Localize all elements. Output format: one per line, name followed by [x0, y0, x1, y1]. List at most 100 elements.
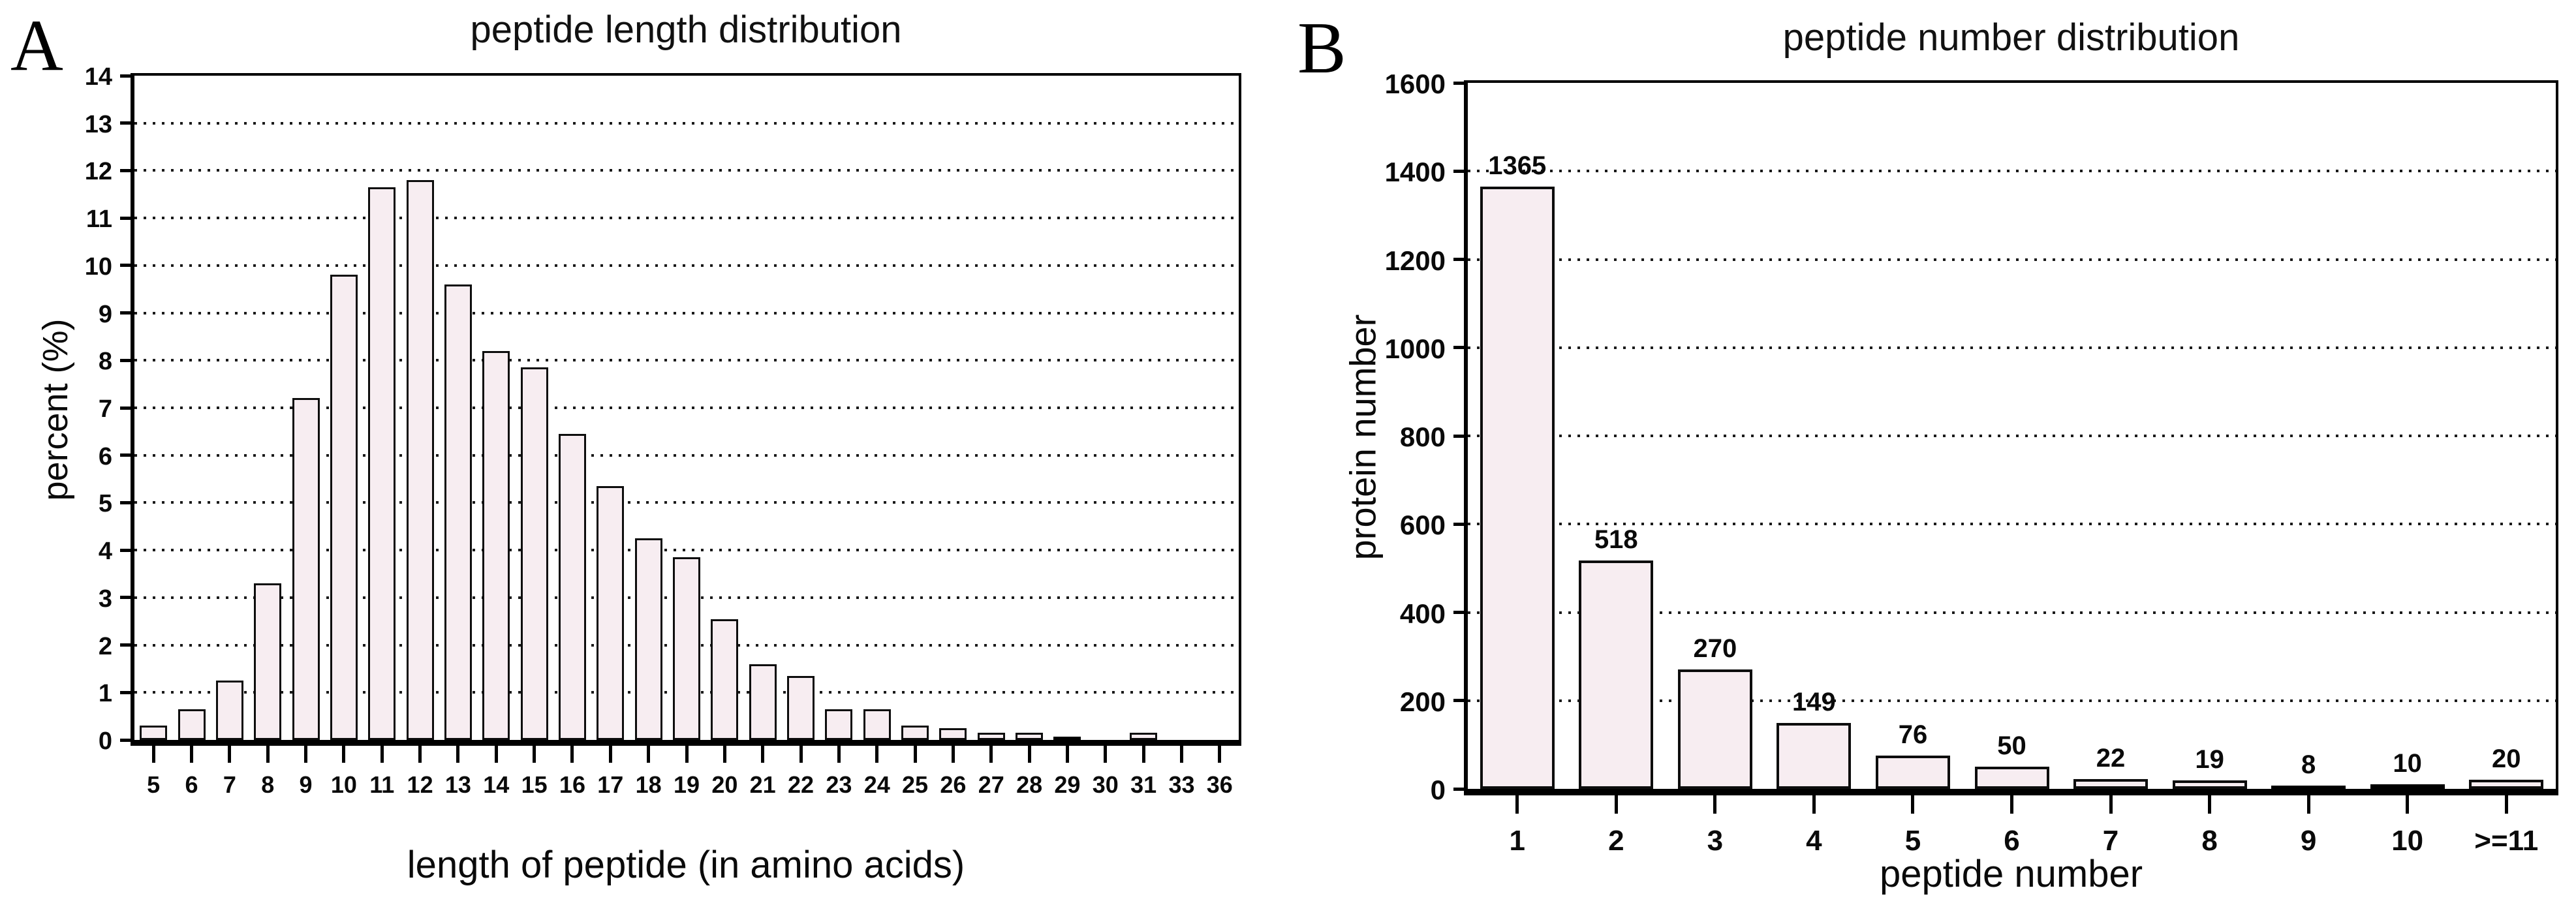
panel-b-plot-area: 0 200 400 600 800 1000 1200 1400 1600 1365 1 518 2 27…	[1385, 70, 2558, 855]
x-tick-label: 17	[597, 771, 624, 798]
x-tick-label: >=11	[2474, 825, 2539, 857]
panel-b-x-axis-title: peptide number	[1879, 853, 2143, 895]
y-tick-label: 3	[98, 585, 112, 613]
bar-12	[406, 180, 434, 740]
y-tick-label: 400	[1399, 598, 1446, 629]
y-tick-mark	[120, 74, 131, 78]
x-tick-label: 12	[407, 771, 433, 798]
x-tick-label: 24	[863, 771, 890, 798]
y-tick-mark	[120, 168, 131, 172]
x-tick-label: 23	[826, 771, 852, 798]
bar-value-label-2: 518	[1594, 525, 1638, 554]
x-tick-mark	[1179, 746, 1183, 763]
gridline-200	[1468, 699, 2556, 702]
bar-24	[863, 709, 891, 740]
x-tick-mark	[2208, 795, 2212, 814]
bar-19	[673, 557, 700, 740]
y-tick-mark	[1453, 611, 1464, 614]
x-tick-label: 27	[978, 771, 1004, 798]
panel-a-plot-area: 0 1 2 3 4 5 6 7 8 9 10 11 12 13 14 5 6 7 8 9 10 11 12 13 14 15 16 1…	[85, 65, 1241, 797]
x-tick-mark	[799, 746, 803, 763]
x-tick-label: 2	[1608, 825, 1624, 857]
bar-25	[901, 726, 929, 740]
y-tick-mark	[120, 596, 131, 600]
x-tick-mark	[1812, 795, 1816, 814]
bar-14	[482, 351, 510, 740]
y-tick-label: 1600	[1384, 69, 1446, 99]
x-tick-mark	[190, 746, 194, 763]
x-tick-label: 8	[261, 771, 275, 798]
y-tick-label: 1400	[1384, 157, 1446, 188]
y-tick-mark	[120, 738, 131, 742]
y-tick-label: 4	[98, 538, 112, 566]
gridline-13	[134, 121, 1239, 125]
y-tick-mark	[1453, 169, 1464, 173]
y-tick-mark	[1453, 258, 1464, 261]
bar-16	[558, 434, 586, 740]
x-tick-mark	[151, 746, 155, 763]
bar-value-label-5: 76	[1898, 720, 1928, 749]
gridline-9	[134, 311, 1239, 314]
x-tick-mark	[1713, 795, 1717, 814]
bar-value-label-8: 19	[2195, 745, 2224, 774]
x-tick-mark	[2306, 795, 2310, 814]
x-tick-mark	[304, 746, 308, 763]
x-tick-mark	[570, 746, 574, 763]
bar-value-label-7: 22	[2096, 744, 2126, 773]
x-tick-mark	[2109, 795, 2113, 814]
bar-9	[292, 398, 320, 740]
y-tick-label: 1200	[1384, 245, 1446, 276]
x-tick-mark	[1218, 746, 1222, 763]
x-tick-mark	[989, 746, 993, 763]
panel-b-title: peptide number distribution	[1782, 16, 2240, 59]
y-tick-mark	[120, 548, 131, 552]
y-tick-mark	[1453, 699, 1464, 703]
gridline-5	[134, 501, 1239, 504]
x-tick-label: 22	[788, 771, 815, 798]
gridline-7	[134, 406, 1239, 409]
y-tick-mark	[120, 264, 131, 268]
y-tick-label: 0	[1430, 775, 1446, 805]
panel-b-letter: B	[1297, 8, 1346, 89]
y-tick-mark	[120, 406, 131, 410]
x-tick-label: 9	[2300, 825, 2317, 857]
x-tick-label: 33	[1168, 771, 1195, 798]
gridline-400	[1468, 611, 2556, 614]
bar-value-label-4: 149	[1792, 688, 1836, 716]
x-tick-mark	[685, 746, 689, 763]
y-tick-mark	[120, 311, 131, 315]
x-tick-label: 7	[223, 771, 236, 798]
y-tick-label: 7	[98, 395, 112, 423]
x-tick-mark	[1104, 746, 1108, 763]
y-tick-label: 11	[85, 206, 112, 234]
panel-a-x-axis-title: length of peptide (in amino acids)	[407, 844, 965, 886]
panel-a-title: peptide length distribution	[470, 8, 902, 51]
bar-10	[330, 275, 358, 740]
x-tick-label: 10	[2391, 825, 2424, 857]
x-tick-label: 13	[444, 771, 471, 798]
y-tick-label: 2	[98, 632, 112, 660]
x-tick-label: 6	[185, 771, 198, 798]
gridline-800	[1468, 435, 2556, 437]
bar-20	[711, 619, 739, 740]
x-tick-mark	[494, 746, 498, 763]
gridline-1400	[1468, 170, 2556, 173]
y-tick-mark	[120, 216, 131, 220]
x-tick-mark	[1911, 795, 1915, 814]
bar-value-label-3: 270	[1693, 634, 1737, 663]
bar-22	[787, 676, 815, 740]
bar-7	[2073, 779, 2149, 789]
x-tick-label: 3	[1707, 825, 1724, 857]
x-tick-mark	[608, 746, 612, 763]
bar-3	[1677, 669, 1752, 789]
bar->=11	[2469, 780, 2544, 789]
x-tick-label: 9	[299, 771, 313, 798]
y-tick-label: 800	[1399, 422, 1446, 452]
y-tick-mark	[120, 690, 131, 694]
x-tick-label: 26	[940, 771, 967, 798]
bar-26	[939, 728, 967, 740]
bar-18	[634, 538, 662, 740]
y-tick-mark	[1453, 346, 1464, 350]
bar-8	[2172, 780, 2247, 789]
gridline-4	[134, 549, 1239, 552]
